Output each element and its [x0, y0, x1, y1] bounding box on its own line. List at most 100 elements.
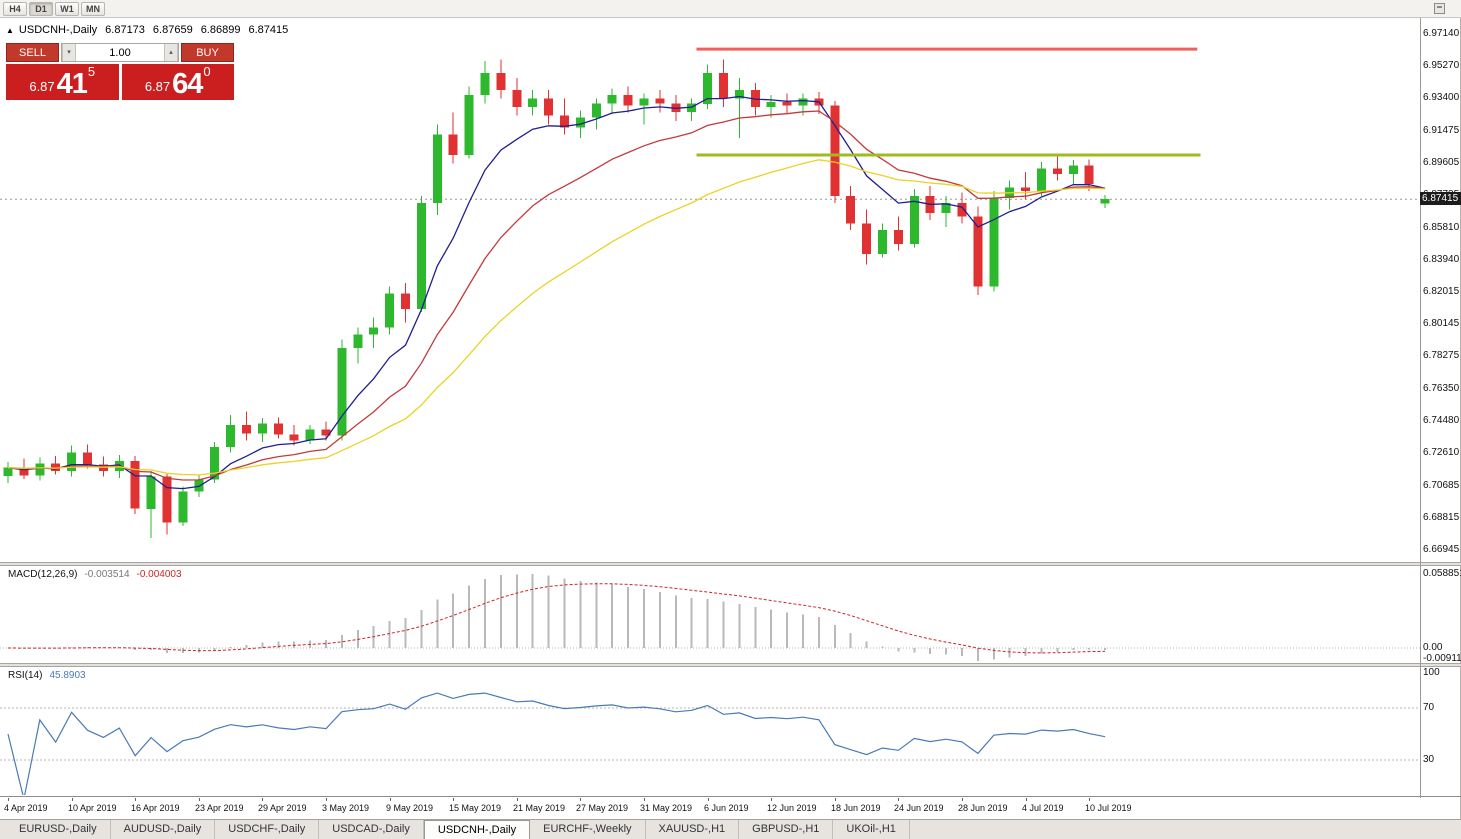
rsi-indicator-label: RSI(14) 45.8903 [8, 670, 86, 681]
buy-button[interactable]: BUY [181, 43, 234, 62]
buy-price-pip: 0 [203, 64, 211, 79]
price-axis-label: 6.91475 [1423, 125, 1460, 136]
current-price-badge: 6.87415 [1420, 192, 1461, 205]
date-axis-label: 10 Apr 2019 [68, 803, 117, 813]
pane-separator[interactable] [0, 663, 1461, 667]
ohlc-close: 6.87415 [248, 24, 289, 36]
sell-price-tile[interactable]: 6.87 41 5 [6, 64, 119, 100]
timeframe-d1-button[interactable]: D1 [29, 1, 53, 16]
chart-tab-xauusd[interactable]: XAUUSD-,H1 [646, 820, 740, 839]
timeframe-mn-button[interactable]: MN [81, 1, 105, 16]
price-axis-label: 6.80145 [1423, 318, 1460, 329]
timeframe-w1-button[interactable]: W1 [55, 1, 79, 16]
date-tick [262, 798, 263, 801]
macd-name: MACD(12,26,9) [8, 569, 78, 580]
date-axis-label: 24 Jun 2019 [894, 803, 944, 813]
macd-indicator-label: MACD(12,26,9) -0.003514 -0.004003 [8, 569, 182, 580]
chart-tab-ukoil[interactable]: UKOil-,H1 [833, 820, 910, 839]
chart-tab-usdcnh[interactable]: USDCNH-,Daily [423, 820, 531, 839]
macd-signal-line [7, 583, 1106, 654]
date-tick [771, 798, 772, 801]
date-tick [898, 798, 899, 801]
volume-input[interactable] [76, 44, 164, 61]
chart-tab-audusd[interactable]: AUDUSD-,Daily [111, 820, 216, 839]
chart-tab-usdchf[interactable]: USDCHF-,Daily [215, 820, 320, 839]
price-chart[interactable] [0, 18, 1420, 562]
macd-axis-label: -0.009116 [1423, 653, 1461, 664]
sell-price-digits: 41 [56, 68, 88, 100]
price-axis-divider [1420, 18, 1421, 798]
buy-price-tile[interactable]: 6.87 64 0 [121, 64, 234, 100]
pane-separator[interactable] [0, 562, 1461, 566]
price-axis-label: 6.83940 [1423, 254, 1460, 265]
date-axis-label: 16 Apr 2019 [131, 803, 180, 813]
ma-slow-line [7, 159, 1106, 476]
chart-tab-usdcad[interactable]: USDCAD-,Daily [319, 820, 424, 839]
price-axis-label: 6.66945 [1423, 544, 1460, 555]
time-axis-separator [0, 796, 1461, 797]
date-axis-label: 4 Jul 2019 [1022, 803, 1064, 813]
date-axis-label: 21 May 2019 [513, 803, 566, 813]
date-axis-label: 18 Jun 2019 [831, 803, 881, 813]
price-axis[interactable]: 6.87415 6.97140 6.95270 6.93400 6.91475 6.89… [1420, 18, 1461, 562]
macd-chart[interactable] [0, 566, 1420, 663]
chart-tab-eurusd[interactable]: EURUSD-,Daily [6, 820, 111, 839]
volume-decrease-button[interactable]: ▾ [62, 44, 76, 61]
rsi-axis-label: 70 [1423, 702, 1435, 713]
date-tick [644, 798, 645, 801]
sell-price-pip: 5 [87, 64, 96, 79]
volume-control: ▾ ▴ [61, 43, 179, 62]
buy-price-prefix: 6.87 [144, 79, 171, 94]
sell-price-prefix: 6.87 [29, 79, 55, 94]
volume-increase-button[interactable]: ▴ [164, 44, 178, 61]
price-axis-label: 6.78275 [1423, 350, 1460, 361]
date-axis-label: 28 Jun 2019 [958, 803, 1008, 813]
chart-arrow-icon: ▲ [6, 25, 14, 35]
chart-tab-gbpusd[interactable]: GBPUSD-,H1 [739, 820, 834, 839]
date-tick [580, 798, 581, 801]
date-axis-label: 4 Apr 2019 [4, 803, 48, 813]
macd-axis-label: 0.058851 [1423, 568, 1461, 579]
sell-button[interactable]: SELL [6, 43, 59, 62]
date-axis-label: 23 Apr 2019 [195, 803, 244, 813]
price-axis-label: 6.97140 [1423, 28, 1460, 39]
window-icon[interactable] [1434, 3, 1445, 14]
timeframe-toolbar: H4 D1 W1 MN [0, 0, 1461, 18]
date-tick [135, 798, 136, 801]
chart-tab-eurchf[interactable]: EURCHF-,Weekly [530, 820, 646, 839]
chart-symbol-line: ▲ USDCNH-,Daily 6.87173 6.87659 6.86899 … [6, 24, 288, 36]
price-axis-label: 6.85810 [1423, 222, 1460, 233]
price-axis-label: 6.89605 [1423, 157, 1460, 168]
candles [3, 59, 1110, 538]
date-axis[interactable]: 4 Apr 2019 10 Apr 2019 16 Apr 2019 23 Apr 2… [0, 798, 1420, 818]
date-tick [835, 798, 836, 801]
date-tick [390, 798, 391, 801]
price-axis-label: 6.76350 [1423, 383, 1460, 394]
date-axis-label: 9 May 2019 [386, 803, 434, 813]
price-axis-label: 6.82015 [1423, 286, 1460, 297]
date-axis-label: 10 Jul 2019 [1085, 803, 1132, 813]
date-tick [8, 798, 9, 801]
date-axis-label: 6 Jun 2019 [704, 803, 749, 813]
price-axis-label: 6.74480 [1423, 415, 1460, 426]
price-axis-label: 6.95270 [1423, 60, 1460, 71]
date-tick [517, 798, 518, 801]
macd-axis-label: 0.00 [1423, 642, 1443, 653]
rsi-chart[interactable] [0, 667, 1420, 795]
date-tick [326, 798, 327, 801]
chart-tab-bar: EURUSD-,Daily AUDUSD-,Daily USDCHF-,Daily U… [0, 819, 1461, 839]
macd-signal-value: -0.004003 [136, 569, 182, 580]
date-axis-label: 29 Apr 2019 [258, 803, 307, 813]
price-axis-label: 6.93400 [1423, 92, 1460, 103]
macd-axis[interactable]: 0.058851 0.00-0.009116 [1423, 566, 1461, 664]
date-tick [962, 798, 963, 801]
macd-main-value: -0.003514 [84, 569, 130, 580]
rsi-axis[interactable]: 100 70 30 [1423, 667, 1460, 795]
rsi-name: RSI(14) [8, 670, 43, 681]
rsi-line [7, 692, 1106, 795]
macd-histogram [22, 574, 1107, 661]
price-axis-label: 6.72610 [1423, 447, 1460, 458]
timeframe-h4-button[interactable]: H4 [3, 1, 27, 16]
